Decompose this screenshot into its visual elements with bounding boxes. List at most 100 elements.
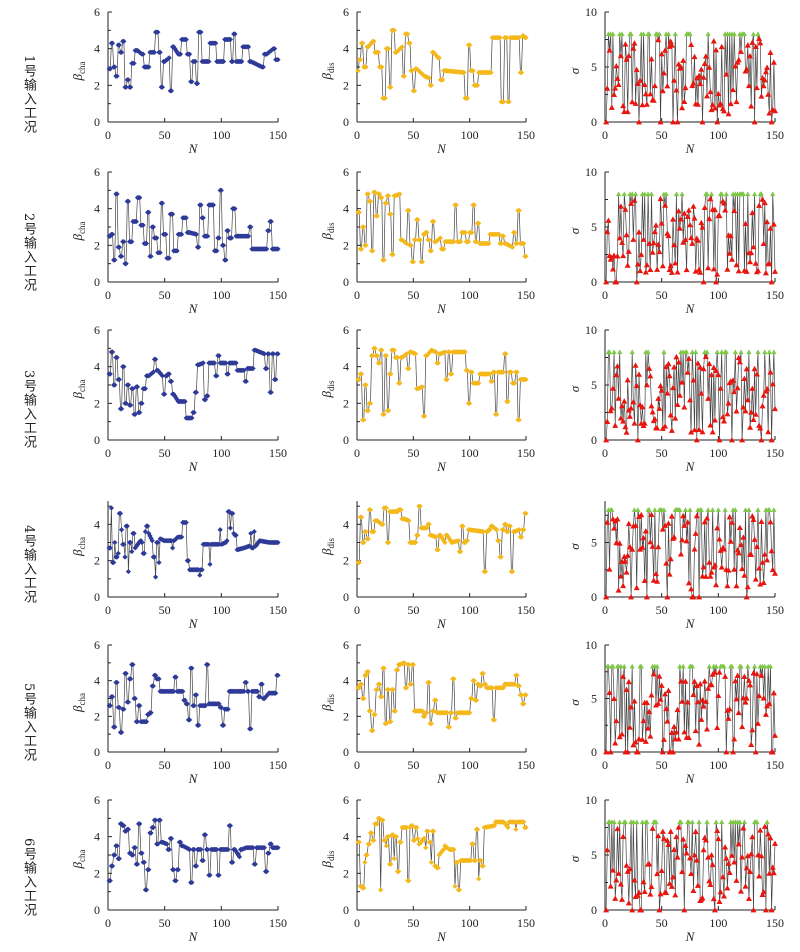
y-tick-label: 6 xyxy=(343,793,349,807)
x-tick-label: 50 xyxy=(407,446,419,460)
data-point xyxy=(713,47,720,53)
data-point xyxy=(157,817,163,823)
data-point xyxy=(632,522,639,528)
series-line xyxy=(358,347,526,421)
data-point xyxy=(385,193,392,199)
data-point xyxy=(396,868,402,875)
data-point xyxy=(666,266,673,272)
data-point xyxy=(361,417,367,423)
data-point xyxy=(638,907,645,913)
data-point xyxy=(193,692,199,698)
data-point xyxy=(500,369,507,375)
data-point xyxy=(638,663,644,669)
data-point xyxy=(647,538,654,545)
data-point xyxy=(506,99,512,105)
data-point xyxy=(426,237,432,243)
data-point xyxy=(617,573,624,579)
data-point xyxy=(221,722,227,728)
data-point xyxy=(407,40,413,46)
data-point xyxy=(189,879,195,886)
data-point xyxy=(692,268,699,274)
y-axis-label: σ xyxy=(567,699,582,706)
data-point xyxy=(614,363,621,369)
data-point xyxy=(612,740,619,746)
x-tick-label: 50 xyxy=(407,758,419,772)
data-point xyxy=(121,364,127,370)
data-point xyxy=(109,694,116,700)
data-point xyxy=(428,82,434,88)
data-point xyxy=(725,860,732,866)
data-point xyxy=(734,547,741,553)
data-point xyxy=(182,398,188,405)
data-point xyxy=(710,895,717,902)
data-point xyxy=(733,877,740,883)
data-point xyxy=(609,266,616,272)
data-point xyxy=(166,846,172,853)
data-point xyxy=(758,93,765,99)
data-point xyxy=(433,863,439,869)
x-tick-label: 0 xyxy=(354,758,360,772)
data-point xyxy=(622,206,629,212)
data-point xyxy=(264,246,270,252)
data-point xyxy=(365,536,371,542)
data-point xyxy=(658,387,665,393)
data-point xyxy=(702,573,709,579)
data-point xyxy=(365,191,371,197)
data-point xyxy=(372,345,378,351)
data-point xyxy=(625,248,632,254)
data-point xyxy=(707,573,714,579)
data-point xyxy=(671,846,678,852)
data-point xyxy=(419,259,425,265)
data-point xyxy=(612,895,619,901)
data-point xyxy=(666,880,673,886)
data-point xyxy=(604,846,611,853)
data-point xyxy=(721,200,727,206)
data-point xyxy=(630,741,637,748)
data-point xyxy=(706,663,712,669)
data-point xyxy=(521,240,527,247)
data-point xyxy=(768,437,775,443)
data-point xyxy=(701,60,708,66)
data-point xyxy=(654,578,661,584)
data-point xyxy=(147,533,153,539)
data-point xyxy=(132,845,138,851)
data-point xyxy=(112,382,118,388)
data-point xyxy=(641,81,648,87)
data-point xyxy=(464,538,471,544)
data-point xyxy=(667,38,674,44)
series-line xyxy=(109,349,278,419)
data-point xyxy=(727,100,734,107)
data-point xyxy=(227,525,233,531)
data-point xyxy=(613,717,620,724)
data-point xyxy=(628,200,635,206)
data-point xyxy=(233,848,239,854)
data-point xyxy=(623,56,630,62)
data-point xyxy=(663,705,670,712)
data-point xyxy=(723,349,729,355)
data-point xyxy=(736,358,743,365)
data-point xyxy=(646,860,653,867)
data-point xyxy=(514,672,520,678)
data-point xyxy=(708,191,715,197)
x-tick-label: 50 xyxy=(159,128,171,142)
data-point xyxy=(748,551,755,557)
data-point xyxy=(637,77,644,83)
data-point xyxy=(708,681,715,688)
data-point xyxy=(741,819,747,825)
data-point xyxy=(743,695,750,701)
data-point xyxy=(701,204,708,211)
data-point xyxy=(760,695,767,701)
data-point xyxy=(372,189,378,195)
data-point xyxy=(391,856,397,862)
data-point xyxy=(690,203,697,209)
data-point xyxy=(757,581,764,587)
data-point xyxy=(697,269,704,275)
data-point xyxy=(732,63,739,69)
data-point xyxy=(236,854,243,860)
data-point xyxy=(696,72,703,79)
data-point xyxy=(114,843,120,849)
data-point xyxy=(426,679,432,686)
data-point xyxy=(699,894,706,901)
data-point xyxy=(758,672,765,678)
data-point xyxy=(691,53,698,60)
